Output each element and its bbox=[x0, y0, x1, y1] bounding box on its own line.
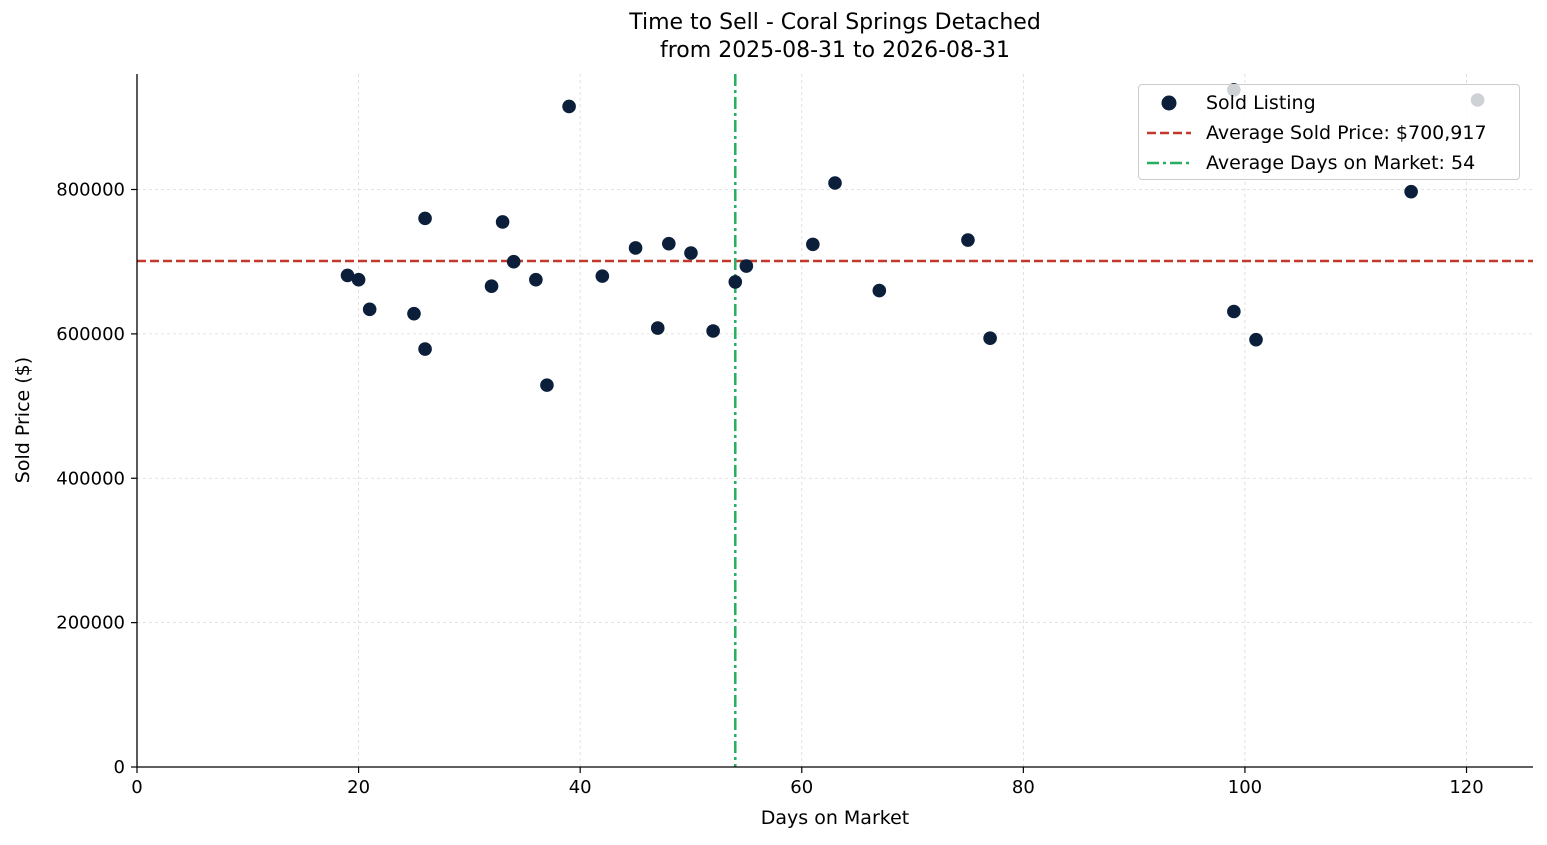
legend-marker-icon bbox=[1161, 95, 1177, 111]
x-tick-label: 120 bbox=[1449, 777, 1483, 798]
data-point bbox=[418, 342, 432, 356]
data-point bbox=[418, 211, 432, 226]
data-point bbox=[650, 321, 665, 335]
y-tick-label: 200000 bbox=[56, 613, 125, 634]
data-point bbox=[351, 272, 366, 287]
chart-title: Time to Sell - Coral Springs Detached bbox=[629, 10, 1041, 35]
x-tick-label: 0 bbox=[131, 777, 142, 798]
x-tick-label: 40 bbox=[569, 777, 592, 798]
y-axis-label: Sold Price ($) bbox=[12, 356, 34, 484]
axes: 0 20 40 60 80 100 120 0 200000 400000 600000 800000 bbox=[56, 74, 1533, 798]
data-point bbox=[806, 237, 820, 252]
y-tick-label: 600000 bbox=[56, 324, 125, 345]
x-tick-label: 100 bbox=[1228, 777, 1262, 798]
y-tick-label: 800000 bbox=[56, 180, 125, 201]
data-point bbox=[706, 324, 720, 338]
data-point bbox=[495, 215, 510, 229]
data-point bbox=[872, 283, 887, 298]
data-point bbox=[506, 254, 521, 269]
data-point bbox=[562, 99, 576, 114]
legend-label-sold-listing: Sold Listing bbox=[1206, 92, 1316, 114]
data-point bbox=[1249, 332, 1263, 347]
legend-item-average-price: Average Sold Price: $700,917 bbox=[1139, 119, 1519, 147]
legend-item-average-days: Average Days on Market: 54 bbox=[1139, 149, 1519, 177]
data-point bbox=[1227, 304, 1241, 319]
data-point bbox=[684, 246, 698, 260]
y-tick-label: 0 bbox=[114, 757, 125, 778]
x-axis-label: Days on Market bbox=[760, 807, 910, 829]
data-point bbox=[407, 306, 421, 321]
legend-dashdot-line-icon bbox=[1147, 161, 1191, 165]
data-point bbox=[739, 259, 754, 273]
data-point bbox=[340, 268, 355, 283]
data-point bbox=[728, 275, 743, 289]
data-point bbox=[595, 269, 610, 283]
data-point bbox=[540, 378, 554, 392]
data-point bbox=[484, 279, 499, 294]
legend-label-average-price: Average Sold Price: $700,917 bbox=[1206, 122, 1487, 144]
x-tick-label: 80 bbox=[1012, 777, 1035, 798]
legend-item-sold-listing: Sold Listing bbox=[1139, 89, 1519, 117]
chart-subtitle: from 2025-08-31 to 2026-08-31 bbox=[660, 38, 1010, 63]
y-tick-label: 400000 bbox=[56, 468, 125, 489]
legend-dashed-line-icon bbox=[1147, 131, 1191, 135]
data-point bbox=[828, 176, 842, 190]
reference-lines bbox=[137, 74, 1533, 767]
legend: Sold Listing Average Sold Price: $700,91… bbox=[1138, 84, 1520, 180]
x-tick-label: 60 bbox=[790, 777, 813, 798]
data-point bbox=[1404, 184, 1418, 199]
legend-label-average-days: Average Days on Market: 54 bbox=[1206, 152, 1476, 174]
data-point bbox=[983, 331, 997, 346]
data-point bbox=[961, 233, 975, 247]
data-point bbox=[662, 236, 676, 251]
data-point bbox=[529, 272, 543, 287]
x-tick-label: 20 bbox=[347, 777, 370, 798]
data-point bbox=[628, 241, 643, 255]
data-point bbox=[362, 302, 377, 317]
